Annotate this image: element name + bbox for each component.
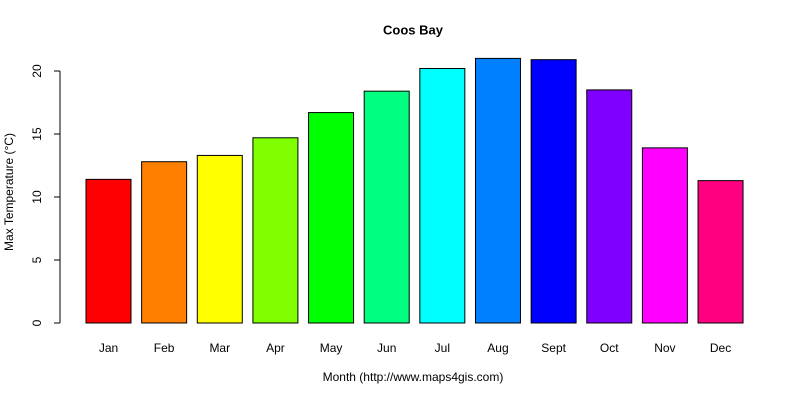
bar <box>586 89 633 324</box>
x-tick-label: Dec <box>710 341 731 355</box>
x-tick-label: Nov <box>654 341 675 355</box>
bar <box>530 59 577 324</box>
bar <box>641 147 688 324</box>
y-tick-label: 0 <box>30 319 44 326</box>
x-tick-label: Apr <box>266 341 285 355</box>
bar <box>419 67 466 324</box>
chart-title: Coos Bay <box>383 22 444 37</box>
bar <box>85 178 132 324</box>
x-tick-label: Oct <box>600 341 619 355</box>
y-tick-label: 15 <box>30 127 44 141</box>
x-tick-label: Feb <box>154 341 175 355</box>
y-tick-label: 20 <box>30 64 44 78</box>
x-tick-label: Aug <box>487 341 508 355</box>
bar <box>363 90 410 324</box>
bar <box>474 57 521 324</box>
y-tick-label: 5 <box>30 256 44 263</box>
bar <box>141 161 188 324</box>
x-tick-label: Sept <box>541 341 566 355</box>
bar <box>308 112 355 324</box>
x-tick-label: Jul <box>435 341 450 355</box>
bar <box>196 154 243 324</box>
x-tick-label: Jan <box>99 341 118 355</box>
x-tick-label: Mar <box>209 341 230 355</box>
x-tick-label: May <box>320 341 343 355</box>
bar <box>252 137 299 324</box>
x-tick-label: Jun <box>377 341 396 355</box>
x-axis-label: Month (http://www.maps4gis.com) <box>323 370 504 384</box>
y-axis-label: Max Temperature (°C) <box>2 133 16 251</box>
y-tick-label: 10 <box>30 190 44 204</box>
bar <box>697 180 744 324</box>
